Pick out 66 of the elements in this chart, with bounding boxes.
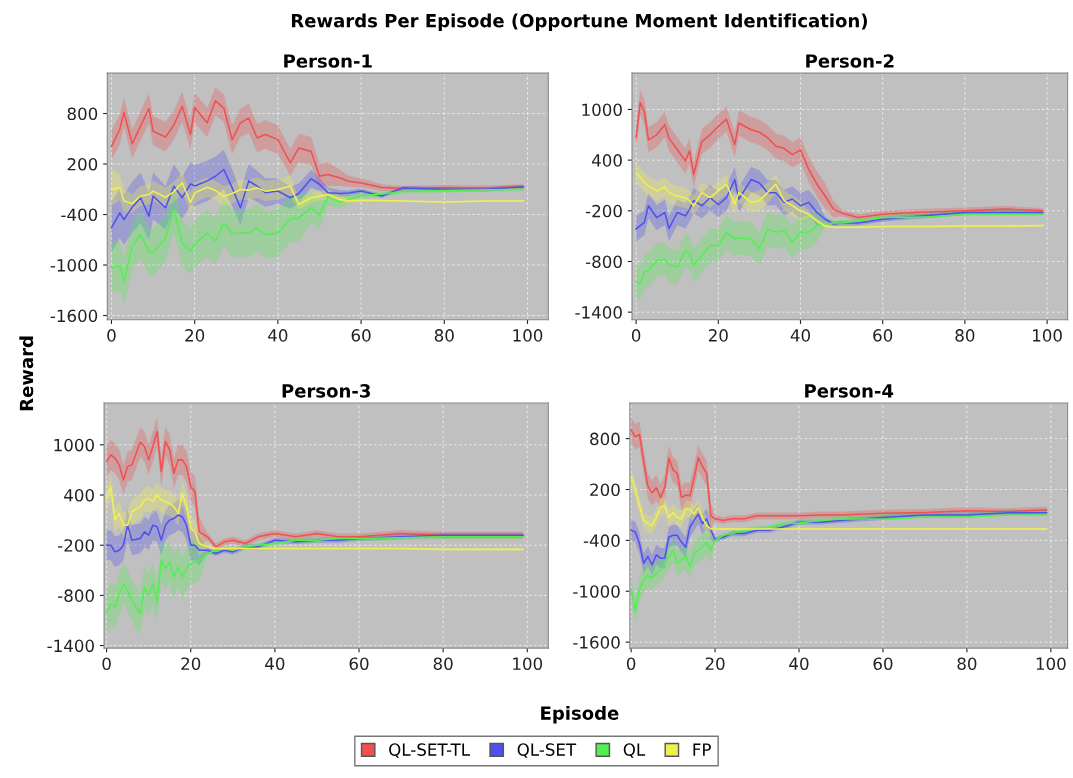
x-tick-label: 40 bbox=[789, 657, 809, 670]
x-tick-label: 60 bbox=[349, 657, 369, 670]
y-tick-label: -1400 bbox=[47, 639, 94, 653]
y-tick-label: -800 bbox=[585, 255, 622, 269]
chart-title: Person-2 bbox=[806, 54, 894, 68]
line-series bbox=[635, 213, 1044, 285]
y-tick-label: -200 bbox=[58, 539, 94, 552]
text: Rewards Per Episode (Opportune Moment Identification) bbox=[291, 13, 867, 31]
x-tick-label: 0 bbox=[107, 329, 116, 342]
x-tick-label: 60 bbox=[873, 329, 893, 342]
x-tick-label: 100 bbox=[1036, 657, 1066, 670]
y-axis-title: Reward bbox=[19, 336, 34, 411]
legend-label: FP bbox=[693, 743, 711, 756]
x-tick-label: 100 bbox=[1033, 329, 1062, 342]
x-tick-label: 80 bbox=[957, 657, 977, 670]
x-tick-label: 20 bbox=[181, 657, 201, 670]
line-series bbox=[110, 188, 525, 282]
x-tick-label: 60 bbox=[873, 657, 893, 670]
x-axis-title: Episode bbox=[541, 705, 619, 724]
y-tick-label: -1000 bbox=[50, 259, 98, 272]
x-tick-label: 100 bbox=[513, 657, 543, 670]
line-series bbox=[110, 182, 525, 206]
legend-label: QL-SET bbox=[517, 743, 577, 758]
y-tick-label: -1600 bbox=[573, 636, 620, 649]
x-tick-label: 80 bbox=[434, 329, 454, 342]
x-tick-label: 20 bbox=[708, 329, 728, 342]
chart-title: Person-3 bbox=[282, 384, 370, 398]
y-tick-label: -400 bbox=[583, 534, 620, 547]
y-tick-label: 200 bbox=[67, 158, 98, 171]
x-tick-label: 80 bbox=[433, 657, 453, 670]
line-series bbox=[105, 485, 524, 551]
y-tick-label: -800 bbox=[58, 589, 94, 602]
x-tick-label: 20 bbox=[185, 329, 205, 342]
x-tick-label: 40 bbox=[268, 329, 288, 342]
y-tick-label: -400 bbox=[61, 208, 98, 222]
y-tick-label: 400 bbox=[591, 154, 622, 167]
x-tick-label: 100 bbox=[513, 329, 543, 342]
x-tick-label: 40 bbox=[265, 657, 285, 670]
line-series bbox=[105, 514, 524, 555]
y-tick-label: -1600 bbox=[50, 309, 98, 323]
x-tick-label: 40 bbox=[790, 329, 810, 342]
x-tick-label: 80 bbox=[955, 329, 975, 342]
y-tick-label: 800 bbox=[67, 107, 98, 121]
x-tick-label: 60 bbox=[351, 329, 371, 342]
x-tick-label: 0 bbox=[626, 657, 636, 670]
y-tick-label: 1000 bbox=[582, 103, 622, 117]
y-tick-label: -200 bbox=[585, 204, 622, 218]
x-tick-label: 0 bbox=[631, 329, 641, 342]
y-tick-label: 800 bbox=[590, 432, 620, 446]
line-series bbox=[110, 168, 525, 229]
line-series bbox=[630, 514, 1048, 612]
y-tick-label: -1400 bbox=[575, 306, 622, 319]
y-tick-label: 1000 bbox=[54, 438, 94, 452]
y-tick-label: 200 bbox=[590, 483, 620, 497]
chart-title: Person-1 bbox=[284, 54, 372, 68]
legend-label: QL-SET-TL bbox=[389, 743, 470, 758]
chart-title: Person-4 bbox=[805, 384, 894, 398]
x-tick-label: 0 bbox=[102, 657, 111, 670]
x-tick-label: 20 bbox=[705, 657, 725, 670]
line-series bbox=[630, 475, 1048, 530]
line-series bbox=[630, 429, 1048, 522]
line-series bbox=[105, 536, 524, 615]
line-series bbox=[630, 512, 1048, 566]
y-tick-label: 400 bbox=[64, 488, 94, 502]
legend-label: QL bbox=[623, 743, 646, 758]
y-tick-label: -1000 bbox=[573, 585, 620, 598]
